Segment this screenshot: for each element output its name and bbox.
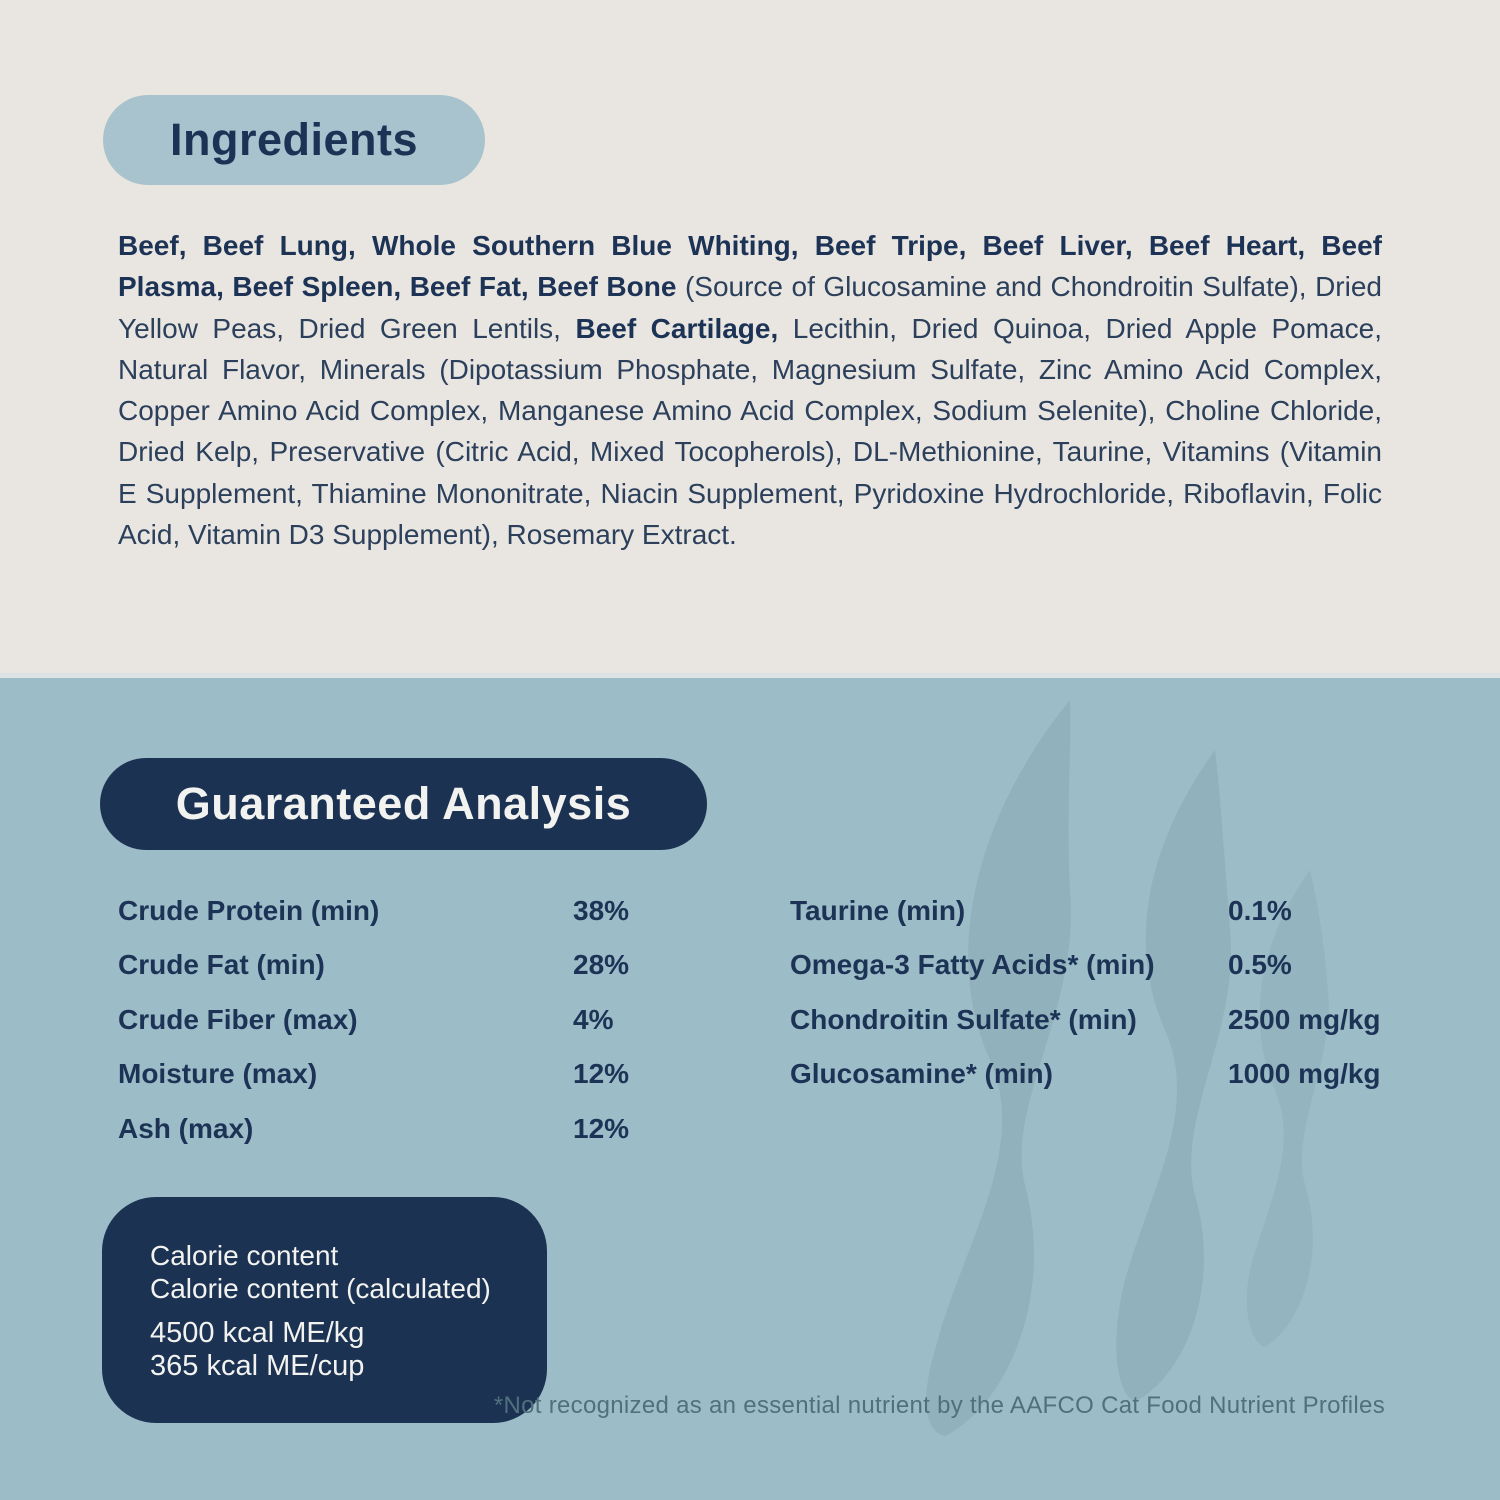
analysis-label: Crude Fat (min)	[118, 949, 325, 981]
analysis-right-column: Taurine (min) 0.1% Omega-3 Fatty Acids* (m…	[790, 895, 1430, 1113]
analysis-label: Glucosamine* (min)	[790, 1058, 1053, 1090]
analysis-value: 2500 mg/kg	[1228, 1003, 1381, 1035]
analysis-value: 0.5%	[1228, 949, 1292, 981]
calorie-content-box: Calorie content Calorie content (calculat…	[102, 1197, 547, 1423]
analysis-row: Omega-3 Fatty Acids* (min) 0.5%	[790, 949, 1430, 1003]
analysis-label: Crude Fiber (max)	[118, 1003, 358, 1035]
analysis-label: Omega-3 Fatty Acids* (min)	[790, 949, 1155, 981]
analysis-row: Crude Fat (min) 28%	[118, 949, 678, 1003]
guaranteed-analysis-title-pill: Guaranteed Analysis	[100, 758, 707, 850]
calorie-content-values: 4500 kcal ME/kg 365 kcal ME/cup	[150, 1317, 364, 1383]
ingredients-section: Ingredients Beef, Beef Lung, Whole South…	[0, 0, 1500, 678]
ingredient-segment-bold: Beef Cartilage,	[575, 312, 779, 344]
analysis-row: Taurine (min) 0.1%	[790, 895, 1430, 949]
ingredient-segment: (Source of Glucosamine and Chondroitin S…	[118, 271, 1382, 344]
analysis-value: 0.1%	[1228, 895, 1292, 926]
analysis-value: 28%	[573, 949, 630, 981]
calorie-label-line: Calorie content (calculated)	[150, 1273, 491, 1304]
analysis-row: Ash (max) 12%	[118, 1113, 678, 1167]
analysis-value: 1000 mg/kg	[1228, 1058, 1381, 1090]
calorie-value-line: 365 kcal ME/cup	[150, 1350, 365, 1382]
analysis-label: Taurine (min)	[790, 895, 966, 926]
calorie-label-line: Calorie content	[150, 1240, 339, 1271]
guaranteed-analysis-title: Guaranteed Analysis	[175, 778, 632, 829]
ingredient-segment: Lecithin, Dried Quinoa, Dried Apple Poma…	[118, 312, 1383, 551]
analysis-value: 12%	[573, 1058, 630, 1090]
ingredients-title-pill: Ingredients	[103, 95, 485, 185]
analysis-value: 38%	[573, 895, 630, 926]
analysis-row: Crude Protein (min) 38%	[118, 895, 678, 949]
guaranteed-analysis-section: Guaranteed Analysis Crude Protein (min) 3…	[0, 678, 1500, 1500]
calorie-value-line: 4500 kcal ME/kg	[150, 1317, 365, 1349]
analysis-row: Chondroitin Sulfate* (min) 2500 mg/kg	[790, 1004, 1430, 1058]
analysis-value: 12%	[573, 1112, 630, 1144]
analysis-row: Moisture (max) 12%	[118, 1058, 678, 1112]
analysis-label: Moisture (max)	[118, 1058, 318, 1090]
ingredients-title: Ingredients	[169, 114, 419, 165]
analysis-left-column: Crude Protein (min) 38% Crude Fat (min) 28%…	[118, 895, 678, 1167]
ingredients-text: Beef, Beef Lung, Whole Southern Blue Whi…	[118, 225, 1382, 555]
aafco-footnote: *Not recognized as an essential nutrient…	[493, 1392, 1385, 1419]
analysis-row: Crude Fiber (max) 4%	[118, 1004, 678, 1058]
smoke-flame-watermark-icon	[926, 700, 1329, 1436]
analysis-label: Chondroitin Sulfate* (min)	[790, 1003, 1137, 1035]
analysis-row: Glucosamine* (min) 1000 mg/kg	[790, 1058, 1430, 1112]
analysis-value: 4%	[573, 1003, 614, 1035]
section-divider	[0, 673, 1500, 678]
calorie-content-labels: Calorie content Calorie content (calculat…	[150, 1239, 491, 1305]
analysis-label: Ash (max)	[118, 1112, 254, 1144]
analysis-label: Crude Protein (min)	[118, 895, 380, 926]
ingredient-segment-bold: Beef, Beef Lung, Whole Southern Blue Whi…	[118, 230, 1382, 303]
